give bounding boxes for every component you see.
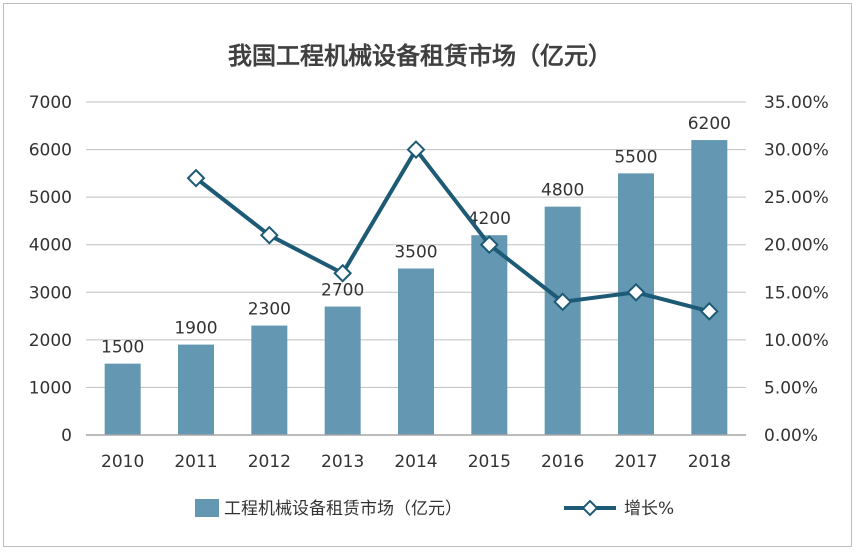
- bar-data-label: 1900: [174, 319, 217, 339]
- y2-tick-label: 20.00%: [764, 236, 829, 256]
- y2-tick-label: 30.00%: [764, 141, 829, 161]
- y2-tick-label: 10.00%: [764, 331, 829, 351]
- y-tick-label: 2000: [29, 331, 72, 351]
- y-tick-label: 0: [61, 426, 72, 446]
- line-point-marker: [626, 282, 646, 302]
- y2-tick-label: 15.00%: [764, 283, 829, 303]
- bar: [324, 306, 361, 435]
- combo-chart: 我国工程机械设备租赁市场（亿元） 1500 1900 2300 2700 3500 420…: [29, 42, 829, 519]
- legend-bar-label: 工程机械设备租赁市场（亿元）: [224, 499, 462, 519]
- x-tick-label: 2018: [688, 452, 731, 472]
- chart-frame: 我国工程机械设备租赁市场（亿元） 1500 1900 2300 2700 3500 420…: [3, 3, 852, 547]
- bar-data-label: 6200: [688, 114, 731, 134]
- x-axis-ticks: 2010 2011 2012 2013 2014 2015 2016 2017 2018: [101, 452, 731, 472]
- legend-line-label: 增长%: [624, 499, 674, 519]
- y-tick-label: 7000: [29, 93, 72, 113]
- legend-line-marker: [581, 499, 599, 517]
- legend: 工程机械设备租赁市场（亿元） 增长%: [195, 499, 674, 519]
- line-point-marker: [406, 140, 426, 159]
- x-tick-label: 2013: [321, 452, 364, 472]
- line-point-marker: [479, 235, 499, 255]
- y2-tick-label: 25.00%: [764, 188, 829, 208]
- y-tick-label: 1000: [29, 378, 72, 398]
- x-tick-label: 2012: [248, 452, 291, 472]
- growth-line: [194, 147, 710, 314]
- bar: [178, 344, 214, 435]
- y2-tick-label: 5.00%: [764, 378, 818, 398]
- bar-data-labels: 1500 1900 2300 2700 3500 4200 4800 5500 6200: [101, 114, 731, 358]
- bar-data-label: 4800: [541, 181, 584, 201]
- line-point-marker: [259, 225, 279, 245]
- chart-title: 我国工程机械设备租赁市场（亿元）: [228, 42, 612, 70]
- x-tick-label: 2016: [541, 452, 584, 472]
- bar-series: [104, 140, 728, 436]
- line-point-marker: [186, 168, 206, 188]
- y2-tick-label: 35.00%: [764, 93, 829, 113]
- bar: [251, 325, 288, 435]
- bar-data-label: 4200: [468, 209, 511, 229]
- x-tick-label: 2015: [468, 452, 511, 472]
- legend-bar-swatch: [195, 499, 219, 517]
- y2-tick-label: 0.00%: [764, 426, 818, 446]
- line-point-marker: [333, 263, 353, 283]
- bar: [104, 363, 141, 435]
- bar: [691, 140, 728, 436]
- x-tick-label: 2017: [614, 452, 657, 472]
- bar-data-label: 1500: [101, 338, 144, 358]
- x-tick-label: 2010: [101, 452, 144, 472]
- y-tick-label: 6000: [29, 141, 72, 161]
- y-axis-right-ticks: 0.00% 5.00% 10.00% 15.00% 20.00% 25.00% 30.00%…: [764, 93, 829, 446]
- bar: [471, 235, 508, 435]
- line-point-marker: [553, 292, 573, 312]
- bar: [544, 206, 581, 435]
- y-tick-label: 4000: [29, 236, 72, 256]
- bar: [398, 268, 434, 435]
- bar-data-label: 3500: [394, 243, 437, 263]
- y-axis-left-ticks: 0 1000 2000 3000 4000 5000 6000 7000: [29, 93, 72, 446]
- x-tick-label: 2011: [174, 452, 217, 472]
- line-point-marker: [699, 301, 719, 321]
- x-tick-label: 2014: [394, 452, 437, 472]
- y-tick-label: 5000: [29, 188, 72, 208]
- y-tick-label: 3000: [29, 283, 72, 303]
- bar-data-label: 2700: [321, 281, 364, 301]
- bar: [618, 173, 654, 435]
- line-series: [186, 140, 719, 321]
- bar-data-label: 5500: [614, 147, 657, 167]
- bar-data-label: 2300: [248, 300, 291, 320]
